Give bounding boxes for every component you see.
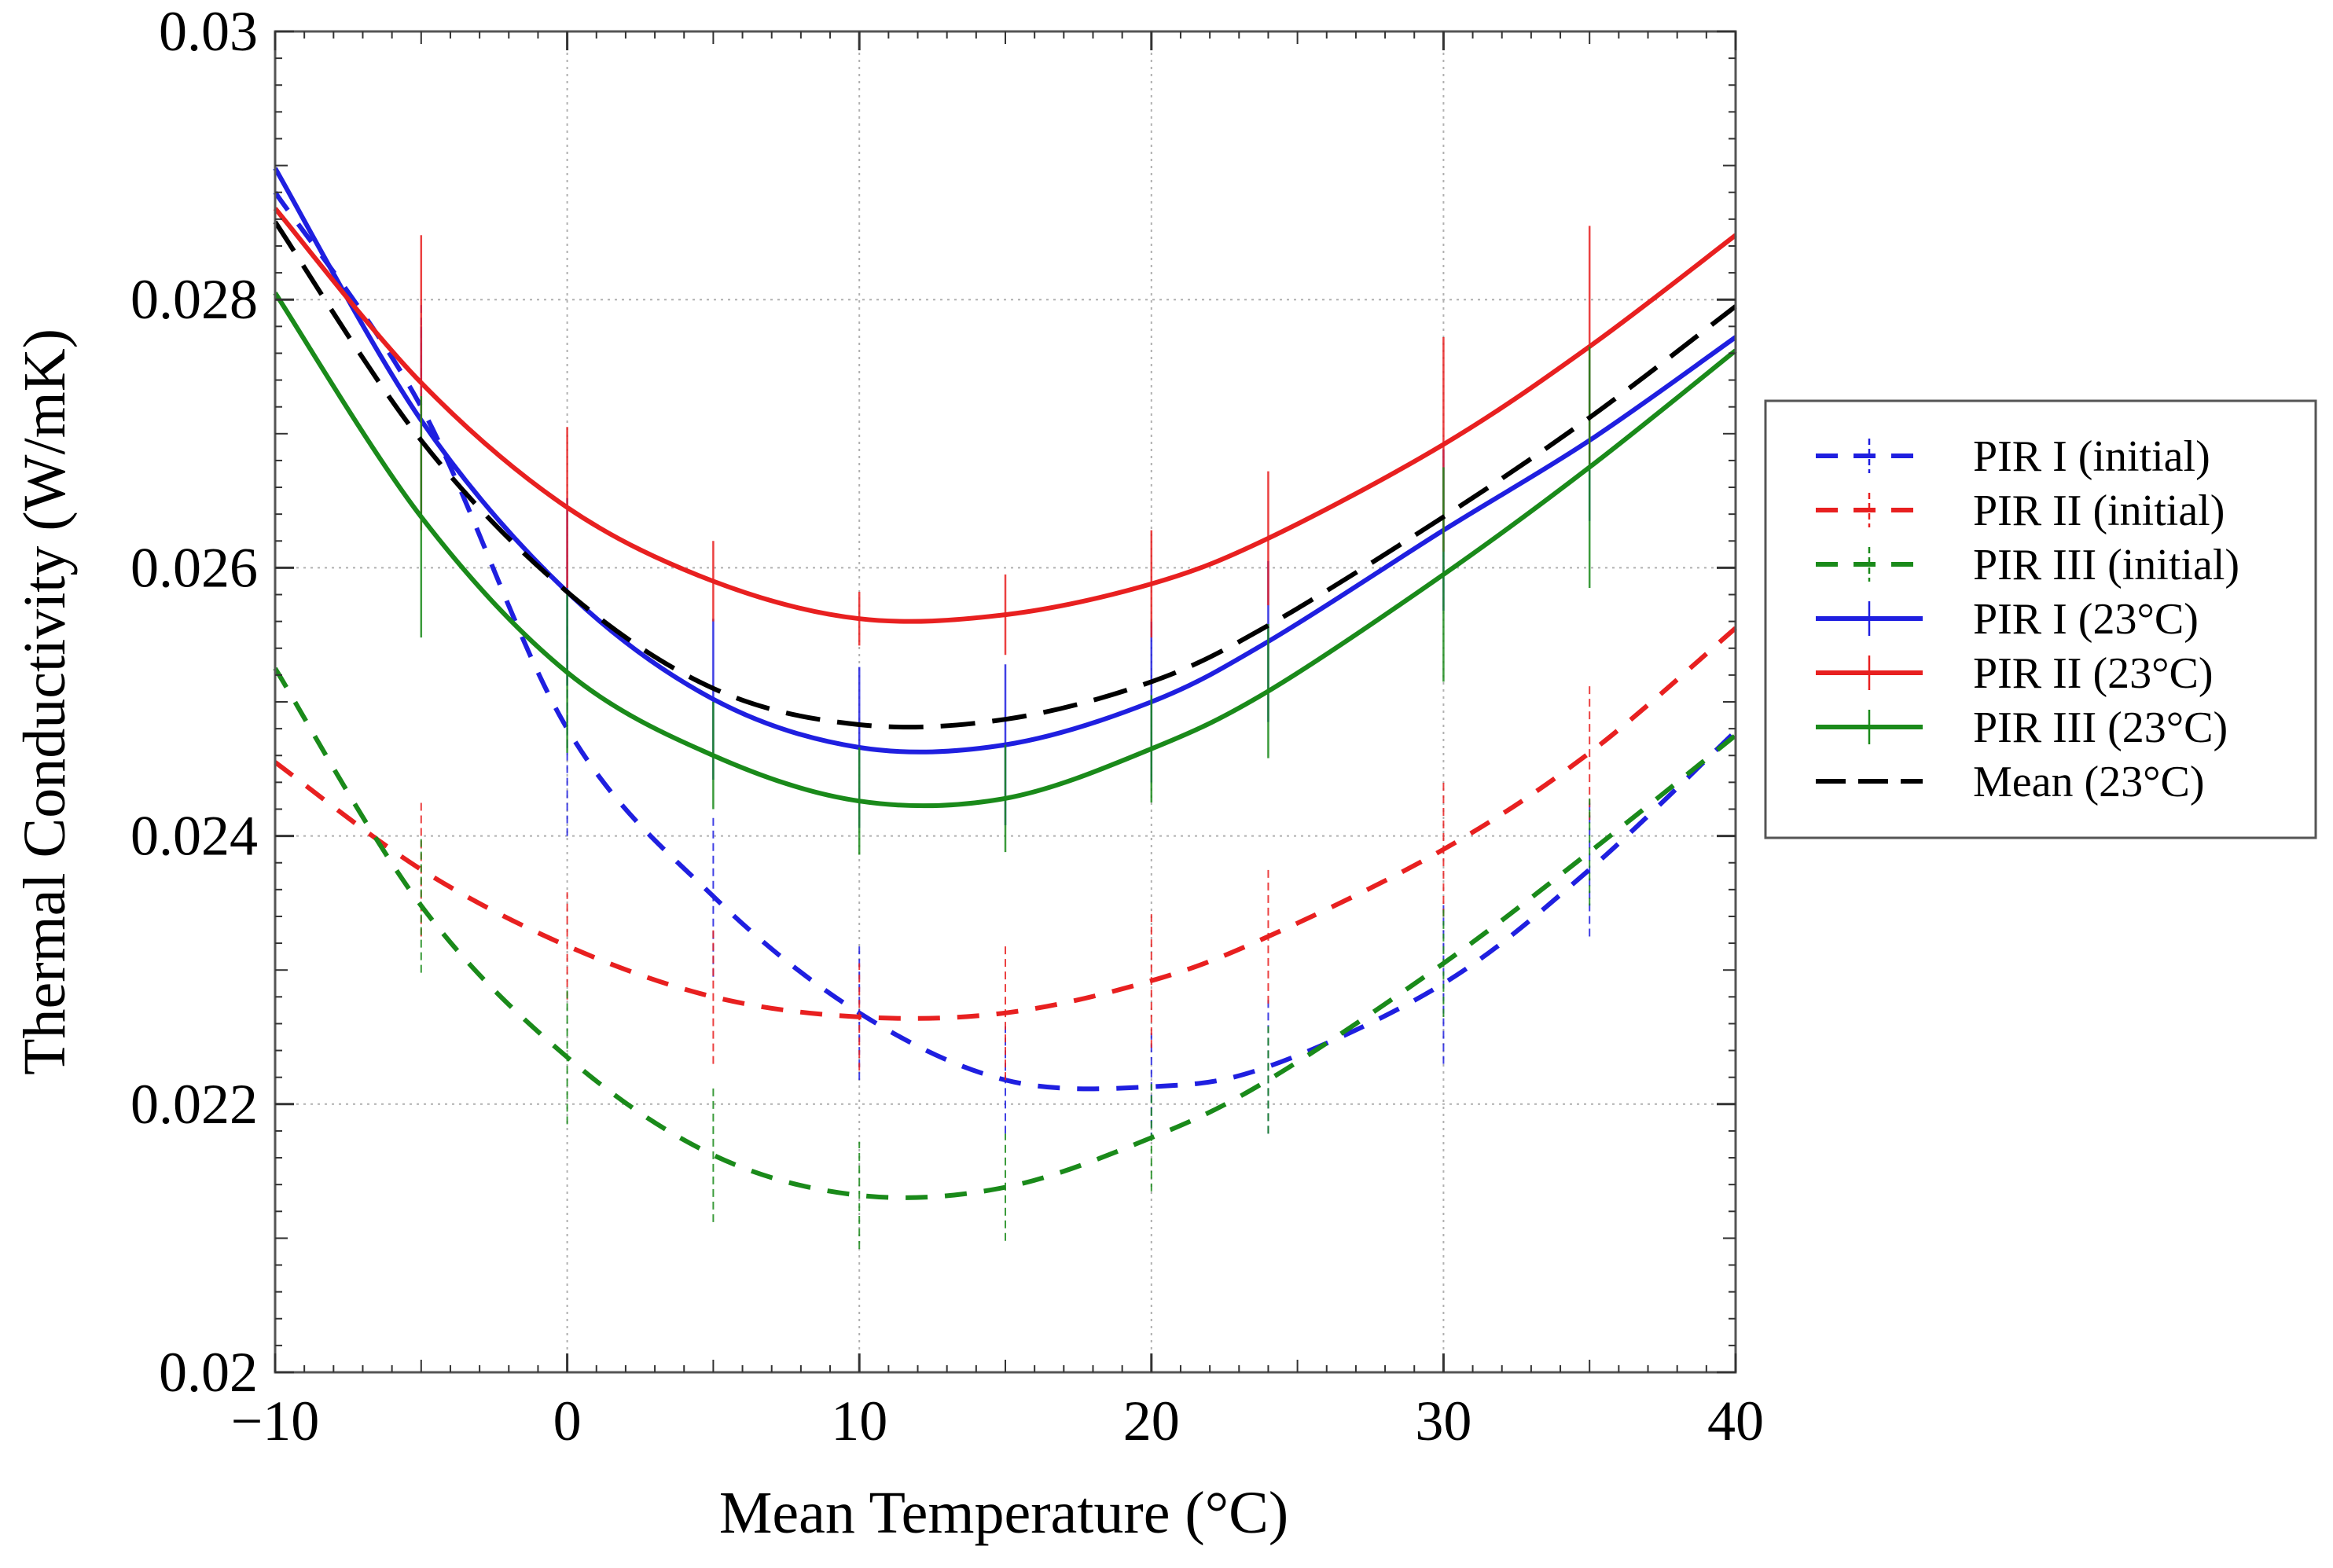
x-axis-title: Mean Temperature (°C): [719, 1480, 1288, 1546]
legend-label: PIR III (initial): [1973, 541, 2239, 589]
x-tick-label: 0: [553, 1390, 582, 1452]
legend-entry-pir-ii-initial: PIR II (initial): [1816, 487, 2225, 535]
series-line: [273, 666, 1737, 1200]
series-line: [273, 207, 1737, 624]
y-tick-label: 0.02: [159, 1341, 258, 1404]
series-pir-iii-initial: [273, 587, 1737, 1250]
series-line: [273, 167, 1737, 755]
y-axis-title: Thermal Conductivity (W/mK): [12, 329, 78, 1075]
legend: PIR I (initial) PIR II (initial) PIR III (…: [1764, 399, 2317, 839]
y-tick-label: 0.022: [130, 1073, 258, 1136]
legend-entry-pir-i-23c: PIR I (23°C): [1816, 595, 2199, 644]
legend-label: Mean (23°C): [1973, 758, 2205, 806]
legend-entry-pir-i-initial: PIR I (initial): [1816, 432, 2210, 481]
series-line: [273, 191, 1738, 1092]
legend-label: PIR I (23°C): [1973, 595, 2199, 644]
x-tick-label: 10: [831, 1390, 887, 1452]
series-line: [273, 292, 1737, 809]
y-tick-label: 0.03: [159, 0, 258, 63]
y-tick-label: 0.028: [130, 268, 258, 331]
legend-entry-pir-iii-initial: PIR III (initial): [1816, 541, 2239, 589]
y-tick-label: 0.026: [130, 536, 258, 599]
legend-entry-pir-iii-23c: PIR III (23°C): [1816, 703, 2228, 752]
legend-label: PIR I (initial): [1973, 432, 2210, 481]
legend-label: PIR III (23°C): [1973, 703, 2228, 752]
legend-label: PIR II (initial): [1973, 487, 2225, 535]
axis-ticks: −10 0 10 20 30 40 0.02 0.022 0.024 0.026 0.028 0.03: [130, 0, 1764, 1452]
x-tick-label: −10: [231, 1390, 320, 1452]
series-line: [274, 626, 1737, 1021]
legend-entry-mean-23c: Mean (23°C): [1816, 758, 2205, 806]
x-tick-label: 20: [1123, 1390, 1180, 1452]
x-tick-label: 40: [1707, 1390, 1764, 1452]
series-line: [273, 220, 1737, 730]
series-mean-23c: [273, 220, 1737, 730]
x-tick-label: 30: [1415, 1390, 1471, 1452]
legend-label: PIR II (23°C): [1973, 649, 2213, 698]
legend-entry-pir-ii-23c: PIR II (23°C): [1816, 649, 2213, 698]
y-tick-label: 0.024: [130, 805, 258, 868]
